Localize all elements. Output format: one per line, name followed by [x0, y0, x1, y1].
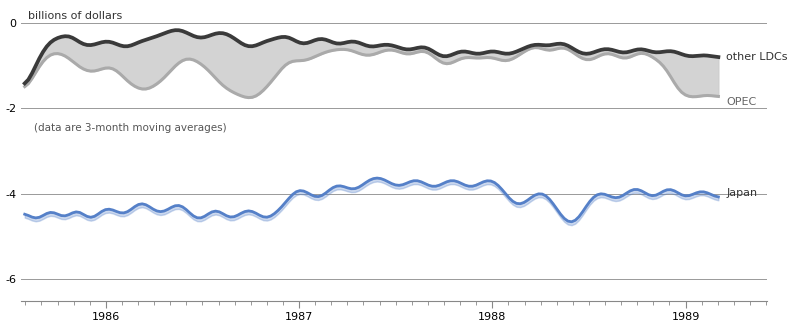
Text: (data are 3-month moving averages): (data are 3-month moving averages)	[34, 123, 227, 133]
Text: Japan: Japan	[726, 188, 758, 197]
Text: other LDCs: other LDCs	[726, 52, 787, 62]
Text: billions of dollars: billions of dollars	[28, 11, 122, 21]
Text: OPEC: OPEC	[726, 96, 756, 107]
